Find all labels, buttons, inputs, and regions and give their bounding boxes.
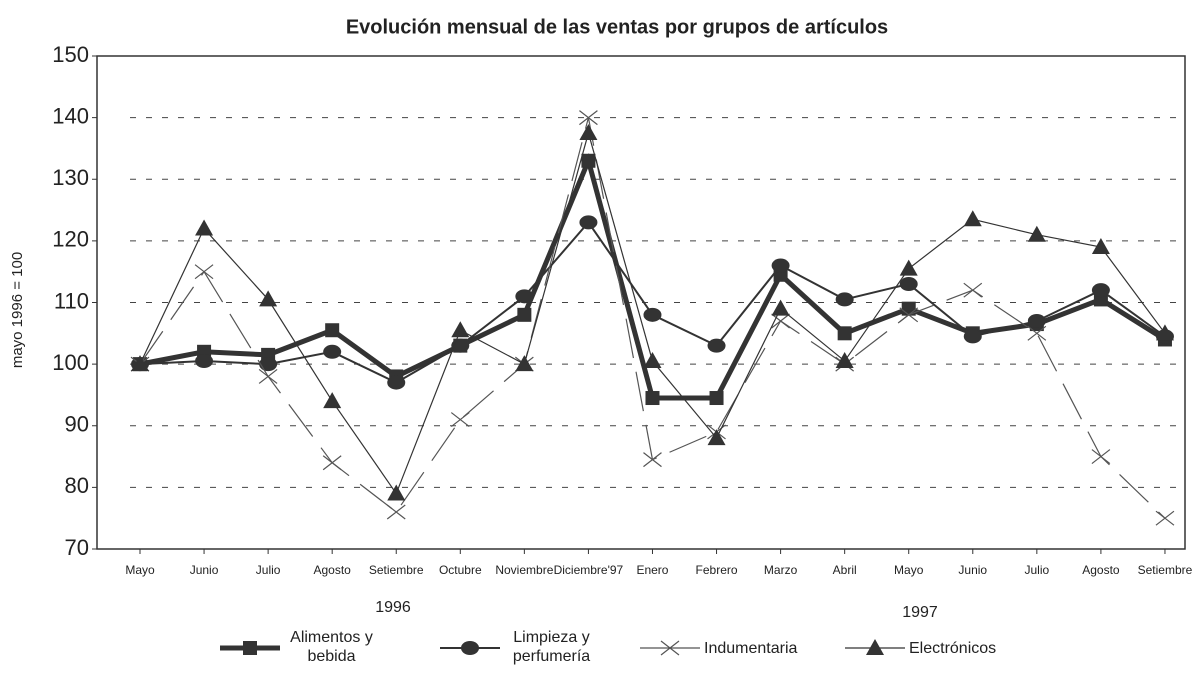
x-tick-label: Febrero bbox=[696, 563, 738, 577]
marker bbox=[131, 355, 149, 372]
x-tick-label: Agosto bbox=[314, 563, 352, 577]
y-tick-label: 130 bbox=[52, 165, 89, 190]
chart-title: Evolución mensual de las ventas por grup… bbox=[346, 16, 888, 38]
marker bbox=[323, 344, 342, 359]
y-tick-label: 150 bbox=[52, 42, 89, 67]
y-tick-label: 70 bbox=[65, 535, 89, 560]
marker bbox=[1091, 238, 1110, 255]
x-tick-label: Enero bbox=[636, 563, 668, 577]
y-tick-label: 120 bbox=[52, 227, 89, 252]
marker bbox=[579, 215, 598, 230]
marker bbox=[643, 452, 662, 468]
year-label: 1997 bbox=[902, 604, 938, 621]
marker bbox=[645, 391, 660, 406]
marker bbox=[771, 299, 790, 316]
y-axis-label: mayo 1996 = 100 bbox=[9, 252, 26, 368]
marker bbox=[259, 290, 278, 307]
y-tick-label: 90 bbox=[65, 412, 89, 437]
marker bbox=[259, 357, 278, 372]
marker bbox=[387, 375, 406, 390]
x-tick-label: Noviembre bbox=[495, 563, 553, 577]
marker bbox=[450, 412, 470, 428]
x-tick-label: Marzo bbox=[764, 563, 798, 577]
x-tick-label: Setiembre bbox=[369, 563, 424, 577]
marker bbox=[899, 307, 919, 323]
x-tick-label: Junio bbox=[958, 563, 987, 577]
y-tick-label: 140 bbox=[52, 103, 89, 128]
marker bbox=[243, 641, 257, 655]
marker bbox=[322, 455, 342, 471]
marker bbox=[1027, 325, 1047, 341]
marker bbox=[461, 641, 479, 655]
marker bbox=[579, 124, 598, 141]
marker bbox=[899, 277, 918, 292]
marker bbox=[1091, 449, 1111, 465]
marker bbox=[1155, 324, 1174, 341]
year-label: 1996 bbox=[375, 599, 411, 616]
marker bbox=[258, 368, 278, 384]
x-tick-label: Julio bbox=[1024, 563, 1049, 577]
marker bbox=[963, 282, 983, 298]
x-tick-label: Mayo bbox=[894, 563, 924, 577]
marker bbox=[899, 259, 918, 276]
marker bbox=[386, 504, 406, 520]
x-tick-label: Setiembre bbox=[1138, 563, 1193, 577]
marker bbox=[387, 484, 406, 501]
marker bbox=[1155, 510, 1175, 526]
marker bbox=[866, 639, 884, 655]
marker bbox=[771, 258, 790, 273]
marker bbox=[1027, 225, 1046, 242]
x-tick-label: Diciembre'97 bbox=[554, 563, 624, 577]
legend-label: Indumentaria bbox=[704, 640, 798, 657]
marker bbox=[643, 352, 662, 369]
legend-label: Limpieza y perfumería bbox=[512, 629, 591, 665]
marker bbox=[835, 352, 854, 369]
marker bbox=[517, 307, 532, 322]
marker bbox=[835, 292, 854, 307]
series bbox=[131, 124, 1174, 501]
marker bbox=[194, 264, 214, 280]
series bbox=[131, 215, 1174, 390]
x-tick-label: Junio bbox=[190, 563, 219, 577]
x-tick-label: Abril bbox=[833, 563, 857, 577]
marker bbox=[451, 321, 470, 338]
legend-label: Electrónicos bbox=[909, 640, 997, 657]
x-tick-label: Octubre bbox=[439, 563, 482, 577]
marker bbox=[707, 338, 726, 353]
marker bbox=[771, 313, 790, 329]
marker bbox=[660, 640, 680, 656]
marker bbox=[963, 329, 982, 344]
marker bbox=[195, 354, 214, 369]
y-tick-label: 110 bbox=[54, 288, 89, 313]
marker bbox=[707, 429, 726, 446]
marker bbox=[323, 392, 342, 409]
y-tick-label: 100 bbox=[52, 350, 89, 375]
marker bbox=[195, 219, 214, 236]
x-tick-label: Agosto bbox=[1082, 563, 1120, 577]
marker bbox=[581, 153, 596, 168]
marker bbox=[1091, 283, 1110, 298]
x-tick-label: Mayo bbox=[125, 563, 155, 577]
y-tick-label: 80 bbox=[65, 473, 89, 498]
marker bbox=[515, 289, 534, 304]
marker bbox=[709, 391, 724, 406]
marker bbox=[325, 323, 340, 338]
marker bbox=[643, 307, 662, 322]
x-tick-label: Julio bbox=[256, 563, 281, 577]
marker bbox=[837, 326, 852, 341]
marker bbox=[579, 110, 598, 126]
marker bbox=[1027, 313, 1046, 328]
marker bbox=[515, 355, 534, 372]
legend-label: Alimentos y bebida bbox=[290, 629, 373, 665]
marker bbox=[963, 210, 982, 227]
